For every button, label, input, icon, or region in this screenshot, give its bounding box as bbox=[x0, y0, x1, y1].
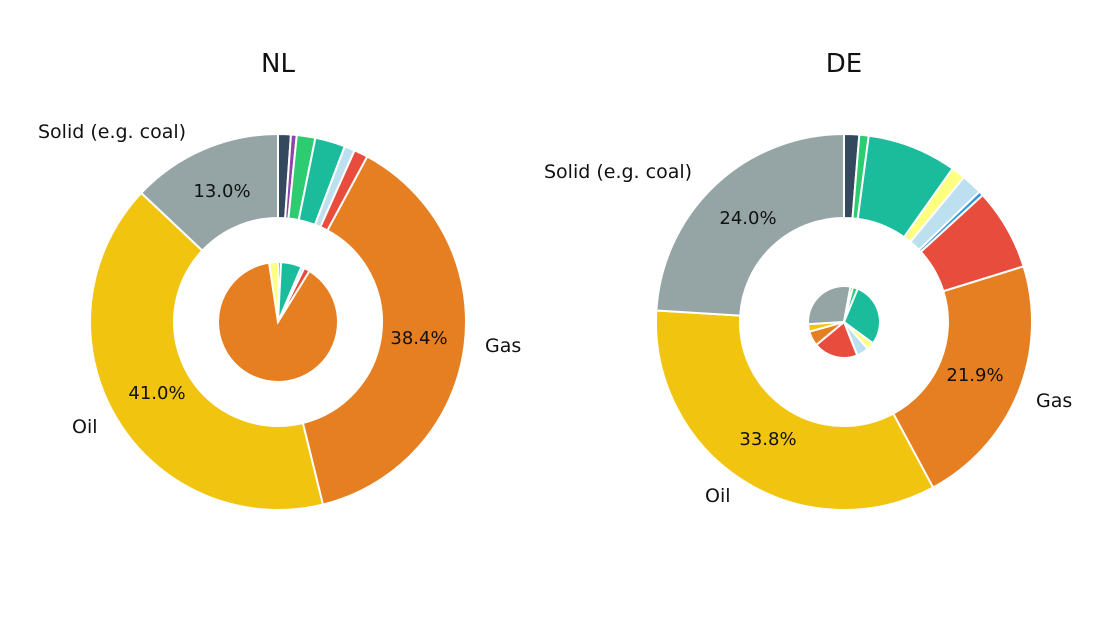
de-label-solid: Solid (e.g. coal) bbox=[544, 161, 692, 183]
nl-label-gas: Gas bbox=[485, 335, 521, 357]
de-inner-slice-grey bbox=[807, 285, 852, 326]
de-pct-oil: 33.8% bbox=[739, 429, 796, 450]
de-outer-slice-oil bbox=[655, 309, 935, 511]
de-inner-slice-gold bbox=[807, 321, 845, 333]
de-inner-pie bbox=[807, 285, 881, 359]
de-label-gas: Gas bbox=[1036, 390, 1072, 412]
de-outer-ring bbox=[655, 132, 1034, 511]
nl-pct-gas: 38.4% bbox=[390, 328, 447, 349]
nl-outer-ring bbox=[89, 132, 467, 511]
nl-outer-slice-oil bbox=[89, 191, 325, 511]
nl-inner-slice-orange bbox=[217, 261, 339, 383]
de-label-oil: Oil bbox=[705, 485, 731, 507]
nl-pct-oil: 41.0% bbox=[128, 383, 185, 404]
nl-outer-slice-gas bbox=[301, 155, 467, 506]
nl-pct-solid: 13.0% bbox=[193, 181, 250, 202]
nl-inner-pie bbox=[217, 260, 339, 383]
de-inner-slice-red bbox=[814, 320, 859, 359]
nl-label-oil: Oil bbox=[72, 416, 98, 438]
de-inner-slice-teal bbox=[842, 287, 881, 345]
de-pct-solid: 24.0% bbox=[719, 208, 776, 229]
nl-outer-slice-solid-e-g-coal bbox=[139, 132, 279, 253]
de-pct-gas: 21.9% bbox=[946, 365, 1003, 386]
de-outer-slice-solid-e-g-coal bbox=[655, 132, 845, 317]
de-title: DE bbox=[826, 49, 862, 79]
nl-title: NL bbox=[261, 49, 295, 79]
de-outer-slice-gas bbox=[891, 265, 1034, 489]
nl-label-solid: Solid (e.g. coal) bbox=[38, 121, 186, 143]
